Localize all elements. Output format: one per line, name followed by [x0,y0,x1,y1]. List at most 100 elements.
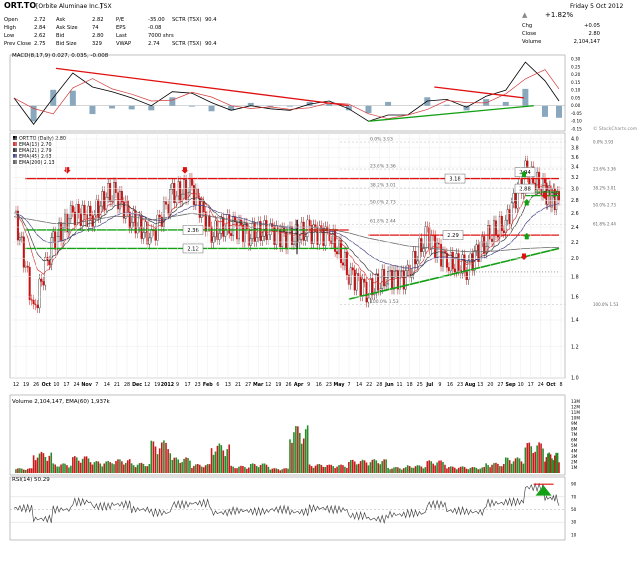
price-tick-label: 3.0 [571,186,579,192]
price-candle [210,226,213,243]
volume-bar [70,465,72,473]
volume-bar [520,461,523,473]
volume-bar [19,468,21,473]
volume-bar [21,468,23,473]
volume-bar [473,467,476,473]
price-candle [200,201,203,218]
macd-histogram-bar [128,105,135,110]
volume-bar [206,464,209,473]
price-candle [469,253,472,261]
x-tick-label: 12 [13,382,19,388]
volume-bar [477,469,480,473]
volume-label: Volume 2,104,147, EMA(60) 1,937k [12,399,110,405]
volume-bar [497,463,499,473]
price-candle [63,213,66,228]
macd-histogram-bar [463,105,470,111]
stat-value: 2.74 [148,41,160,47]
volume-bar [93,462,96,473]
price-candle [398,270,401,290]
x-tick-label: 7 [95,382,98,388]
stat-label: Chg [522,23,532,29]
volume-bar [265,464,268,473]
volume-bar [105,461,107,473]
volume-bar [195,464,197,473]
stat-label: Last [116,33,127,39]
volume-bar [412,467,415,473]
x-tick-label: 12 [265,382,271,388]
macd-histogram-bar [522,88,529,106]
price-candle [483,236,486,254]
price-candle [165,201,168,205]
volume-bar [401,469,403,473]
price-candle [208,215,211,227]
ema21-line [13,190,560,279]
volume-bar [444,464,446,473]
volume-bar [430,461,433,473]
price-candle [465,271,468,280]
volume-bar [148,463,151,473]
exchange: TSX [99,3,112,10]
volume-bar [226,449,229,473]
volume-bar [200,466,203,473]
volume-bar [534,451,536,473]
volume-bar [481,467,484,473]
volume-bar [269,469,272,473]
rsi-tick-label: 50 [571,507,577,512]
volume-bar [406,465,409,473]
volume-bar [52,463,55,473]
price-box-label: 2.36 [187,228,199,234]
x-tick-label: 17 [63,382,69,388]
stat-label: Bid [56,33,64,39]
volume-bar [499,466,501,473]
price-candle [404,270,407,290]
macd-tick-label: 0.05 [571,95,581,100]
price-tick-label: 1.4 [571,318,579,324]
macd-histogram-bar [208,105,215,112]
price-candle [351,267,354,271]
price-candle [101,191,104,207]
price-candle [353,269,356,291]
price-candle [392,270,395,290]
price-box-label: 3.18 [449,177,461,183]
price-candle [314,224,317,227]
stat-value: 2,104,147 [574,39,600,45]
volume-bar [72,457,74,473]
x-tick-label: 2012 [161,382,174,388]
macd-histogram-bar [188,105,195,107]
volume-bar [79,462,82,473]
volume-bar [279,470,281,473]
price-candle [46,256,49,261]
volume-bar [224,456,227,473]
volume-bar [324,466,327,473]
volume-bar [119,459,121,473]
price-candle [20,236,23,238]
volume-bar [132,465,135,473]
volume-bar [552,460,555,473]
price-candle [67,218,70,233]
fib-label: 23.6% 3.36 [370,164,396,170]
price-candle [114,182,117,193]
price-box [442,230,464,240]
macd-histogram-bar [287,105,294,107]
price-candle [120,190,123,203]
price-candle [95,199,98,216]
volume-bar [77,460,80,473]
volume-bar [467,469,470,473]
stat-label: SCTR (TSX) [172,17,201,23]
macd-axis-ticks: 0.30 0.25 0.20 0.15 0.10 0.05 0.00 -0.05 -0.10 -0… [571,57,582,132]
volume-bar [363,460,366,473]
volume-bar [528,442,531,473]
volume-bar [161,442,163,473]
price-candle [420,238,423,252]
stat-value: -0.08 [148,25,161,31]
volume-bar [428,460,431,473]
x-tick-label: 17 [528,382,534,388]
x-tick-label: 13 [225,382,231,388]
stat-label: Ask [56,17,65,23]
price-candle [365,281,368,303]
price-candle [324,226,327,246]
volume-bar [546,453,549,473]
volume-bar [291,442,293,473]
legend-swatch [13,154,17,158]
